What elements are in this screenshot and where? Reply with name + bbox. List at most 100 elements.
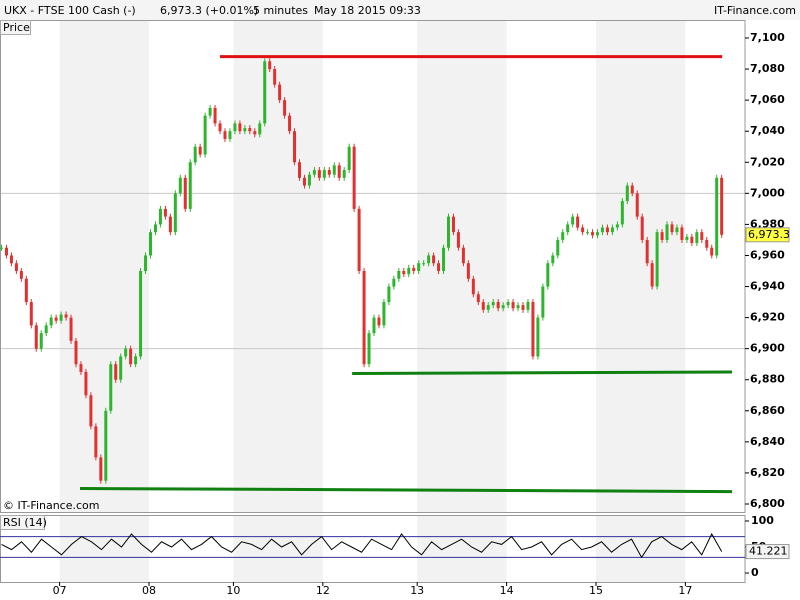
candle-body	[466, 263, 470, 279]
candle-body	[168, 216, 172, 233]
candle-body	[178, 177, 182, 194]
candle-body	[526, 302, 530, 310]
candle-body	[476, 294, 480, 303]
candle-body	[119, 356, 123, 380]
candle-body	[531, 302, 535, 357]
x-tick-label: 07	[53, 584, 67, 597]
candle-body	[149, 232, 152, 256]
copyright: © IT-Finance.com	[3, 499, 100, 512]
y-tick-label: 0	[751, 566, 759, 579]
candle-body	[129, 348, 133, 365]
candle-body	[447, 216, 450, 248]
candle-body	[481, 302, 485, 310]
instrument: UKX - FTSE 100 Cash (-)	[4, 4, 136, 17]
candle-body	[387, 286, 391, 303]
last-price-label: 6,973.3	[748, 228, 790, 241]
quote: 6,973.3 (+0.01%)	[160, 4, 258, 17]
candle-body	[69, 317, 73, 341]
trendline	[352, 370, 733, 376]
day-band	[417, 20, 507, 512]
candle-body	[665, 224, 669, 240]
candle-body	[253, 131, 257, 135]
candle-body	[710, 247, 714, 256]
candle-body	[14, 263, 18, 271]
candle-body	[690, 236, 694, 244]
candle-body	[695, 232, 699, 244]
last-rsi-label: 41.221	[749, 545, 788, 558]
interval: 5 minutes	[253, 4, 308, 17]
candle-body	[278, 84, 282, 101]
header-bar	[0, 0, 800, 20]
candle-body	[645, 239, 649, 264]
candle-body	[223, 131, 227, 139]
candle-body	[4, 247, 8, 256]
candle-body	[501, 305, 505, 309]
plot-frame	[0, 515, 746, 583]
candle-body	[144, 255, 148, 271]
candle-body	[660, 232, 664, 240]
day-band	[417, 515, 507, 582]
candle-body	[288, 115, 292, 132]
day-band	[596, 515, 686, 582]
candle-body	[183, 177, 187, 209]
candle-body	[322, 170, 326, 178]
y-tick-label: 6,820	[750, 466, 785, 479]
candle-body	[377, 317, 381, 326]
candle-body	[417, 263, 421, 271]
candle-body	[496, 302, 500, 309]
plot-frame	[0, 20, 746, 513]
y-tick-label: 6,840	[750, 435, 785, 448]
candle-body	[218, 123, 222, 132]
x-tick-label: 17	[678, 584, 692, 597]
candle-body	[392, 278, 396, 287]
day-band	[233, 515, 323, 582]
candle-body	[451, 216, 455, 233]
x-tick-label: 08	[142, 584, 156, 597]
candle-body	[675, 227, 679, 233]
candle-body	[163, 208, 167, 217]
candle-body	[402, 271, 406, 275]
candle-body	[273, 69, 277, 85]
candle-body	[39, 333, 43, 349]
y-tick-label: 6,860	[750, 404, 785, 417]
candle-body	[327, 170, 331, 175]
panel-title: Price	[3, 21, 30, 34]
panel-label-box	[0, 515, 45, 530]
candle-body	[268, 61, 272, 70]
candle-body	[44, 325, 48, 334]
candle-body	[263, 61, 267, 124]
candle-body	[720, 177, 724, 235]
candle-body	[700, 232, 704, 240]
candle-body	[521, 305, 525, 310]
candle-body	[104, 410, 108, 481]
candle-body	[79, 364, 83, 372]
candle-body	[705, 239, 709, 248]
candle-body	[432, 255, 436, 264]
candle-body	[9, 255, 13, 264]
candle-body	[114, 364, 118, 380]
candle-body	[158, 208, 162, 225]
brand: IT-Finance.com	[714, 4, 796, 17]
candle-body	[506, 302, 510, 306]
candle-body	[332, 165, 336, 175]
candle-body	[372, 317, 376, 334]
candle-body	[367, 333, 371, 365]
candle-body	[610, 227, 614, 233]
candle-body	[258, 123, 262, 135]
candle-body	[347, 146, 351, 171]
candle-body	[139, 271, 143, 357]
y-tick-label: 6,920	[750, 311, 785, 324]
candle-body	[635, 193, 639, 217]
candle-body	[437, 263, 441, 271]
candle-body	[352, 146, 356, 209]
candle-body	[0, 247, 3, 249]
candle-body	[491, 302, 495, 306]
candle-body	[461, 247, 465, 264]
x-tick-label: 12	[316, 584, 330, 597]
candle-body	[34, 325, 38, 349]
candle-body	[630, 185, 634, 194]
rsi-line	[1, 532, 723, 559]
candle-body	[456, 232, 460, 248]
y-tick-label: 6,880	[750, 373, 785, 386]
candle-body	[546, 263, 550, 287]
